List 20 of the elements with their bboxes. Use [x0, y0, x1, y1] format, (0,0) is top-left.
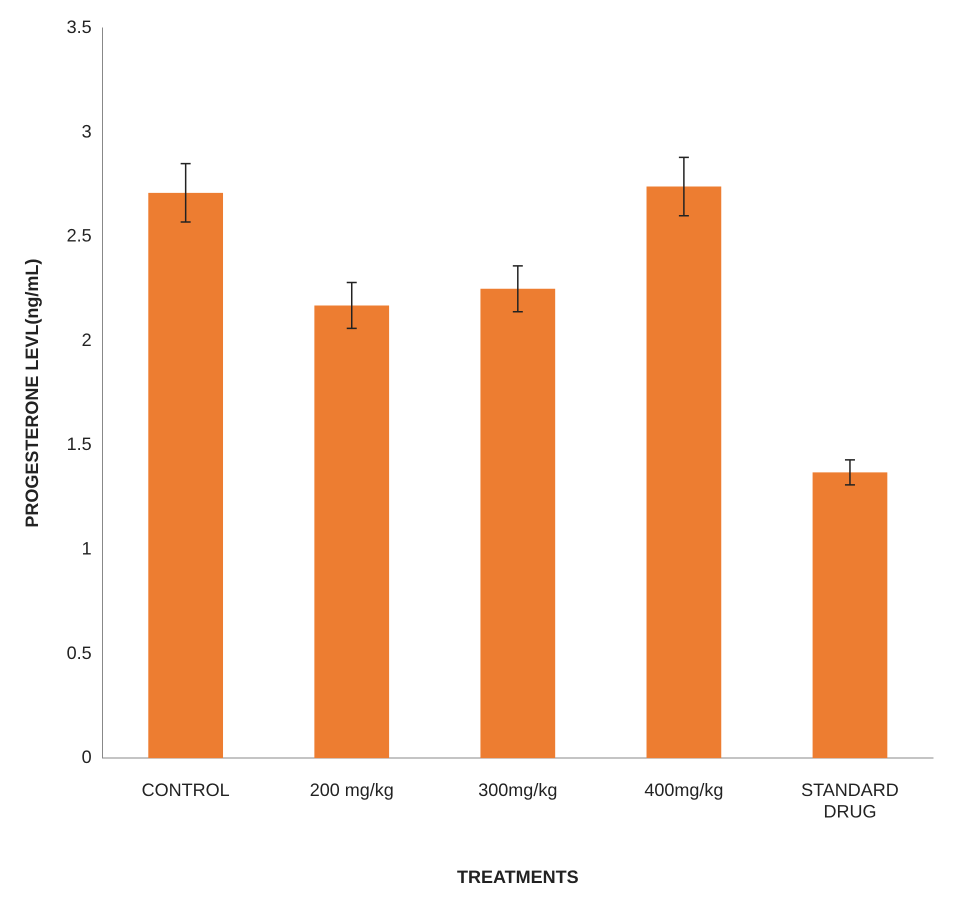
x-axis-title: TREATMENTS	[456, 867, 579, 888]
bar	[480, 288, 556, 758]
x-tick-label: 200 mg/kg	[310, 780, 394, 800]
y-axis-title: PROGESTERONE LEVL(ng/mL)	[22, 258, 42, 528]
y-tick-label: 0	[82, 747, 92, 768]
x-tick-label: 300mg/kg	[478, 780, 558, 800]
y-tick-label: 1.5	[66, 434, 92, 454]
y-tick-label: 0.5	[66, 642, 92, 663]
y-tick-label: 2	[82, 330, 92, 350]
y-tick-label: 3.5	[66, 16, 92, 37]
bar	[812, 472, 888, 758]
bar	[148, 192, 224, 758]
bar	[314, 305, 390, 758]
y-tick-label: 3	[82, 121, 92, 142]
bar	[646, 186, 722, 758]
x-tick-label: 400mg/kg	[644, 780, 724, 800]
y-tick-label: 2.5	[66, 226, 92, 246]
x-tick-label: STANDARD DRUG	[801, 780, 899, 822]
y-tick-label: 1	[82, 538, 92, 559]
x-tick-label: CONTROL	[142, 780, 230, 800]
